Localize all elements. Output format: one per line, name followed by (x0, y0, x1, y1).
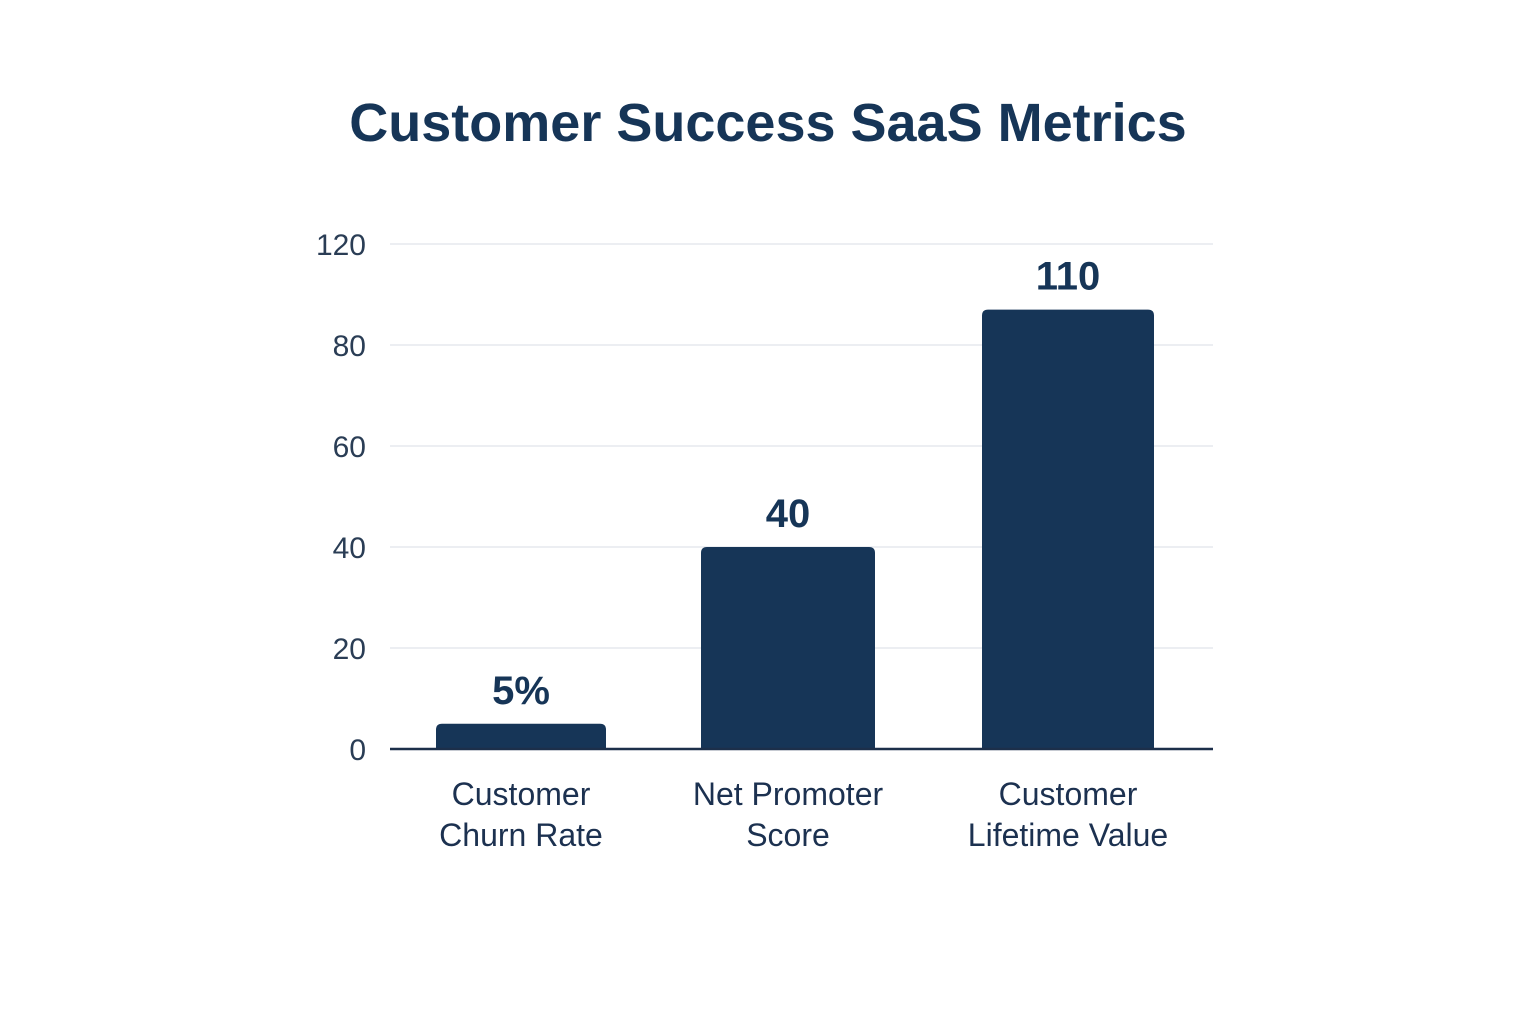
bars (436, 309, 1154, 749)
x-category-label-2-1: Lifetime Value (968, 817, 1168, 853)
bar-2 (982, 309, 1154, 749)
x-category-label-0-0: Customer (452, 776, 591, 812)
y-tick-label-40: 40 (333, 532, 366, 565)
y-tick-label-60: 60 (333, 431, 366, 464)
bar-1 (701, 547, 875, 749)
bar-0 (436, 723, 606, 749)
data-label-2: 110 (1036, 255, 1101, 299)
y-tick-label-80: 80 (333, 330, 366, 363)
labels: 0 20 40 60 80 120 5% Customer Churn Rate 40 Net Pr… (316, 229, 1168, 853)
data-label-0: 5% (492, 669, 550, 713)
x-category-label-1-0: Net Promoter (693, 776, 884, 812)
x-category-label-2-0: Customer (999, 776, 1138, 812)
data-label-1: 40 (766, 492, 811, 536)
chart-title: Customer Success SaaS Metrics (349, 93, 1187, 153)
x-category-label-1-1: Score (746, 817, 830, 853)
x-category-label-0-1: Churn Rate (439, 817, 603, 853)
y-tick-label-0: 0 (349, 734, 366, 767)
y-tick-label-120: 120 (316, 229, 366, 262)
y-tick-label-20: 20 (333, 633, 366, 666)
